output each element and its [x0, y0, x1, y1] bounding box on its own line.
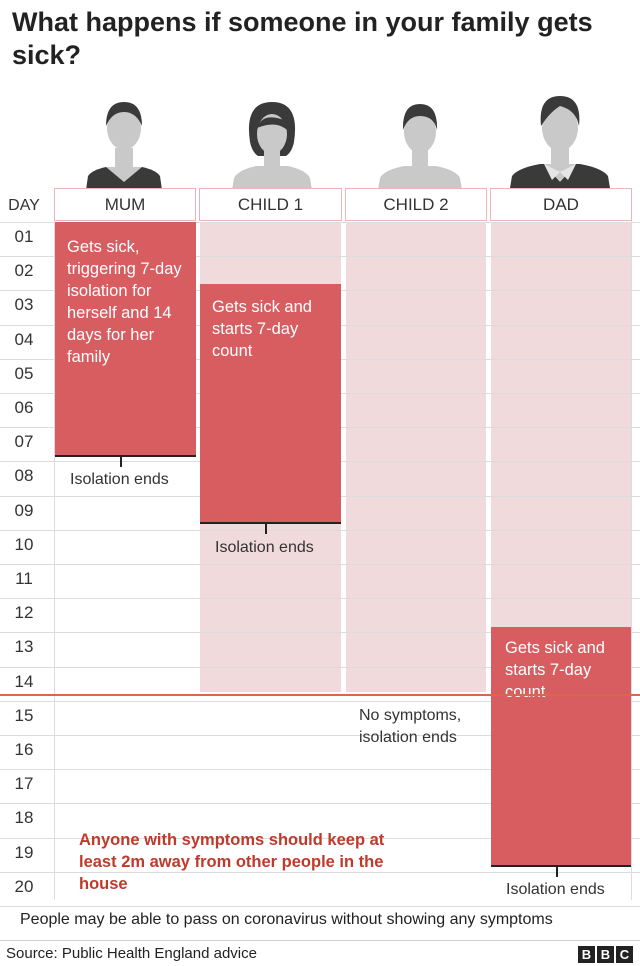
- child2-avatar-icon: [378, 104, 462, 190]
- day-label: 11: [15, 569, 33, 588]
- grid-hline: [0, 735, 640, 736]
- day-label: 03: [14, 295, 34, 314]
- isolation-end-line: [0, 694, 640, 696]
- child2-end-note: No symptoms, isolation ends: [359, 707, 462, 746]
- day-label: 07: [14, 432, 34, 451]
- header-dad: DAD: [490, 188, 632, 221]
- day-label: 01: [14, 227, 34, 246]
- mum-end-note: Isolation ends: [70, 471, 169, 488]
- day-label: 16: [14, 740, 34, 759]
- grid-vline: [631, 188, 632, 900]
- grid-vline: [54, 188, 55, 900]
- header-child1: CHILD 1: [199, 188, 342, 221]
- day-label: 12: [14, 603, 34, 622]
- day-label: 08: [14, 466, 34, 485]
- grid-hline: [0, 530, 640, 531]
- child1-end-note: Isolation ends: [215, 539, 314, 556]
- grid-hline: [0, 632, 640, 633]
- day-label: 04: [14, 330, 34, 349]
- day-label: 10: [14, 535, 34, 554]
- day-label: 14: [14, 672, 34, 691]
- mum-end-tick: [120, 455, 122, 467]
- child1-bar-text: Gets sick and starts 7-day count: [212, 298, 312, 360]
- dad-isolation-bg: [491, 222, 631, 692]
- bbc-logo-letter: B: [597, 946, 614, 963]
- grid-hline: [0, 872, 640, 873]
- mum-bar-text: Gets sick, triggering 7-day isolation fo…: [67, 238, 182, 366]
- dad-avatar-icon: [510, 96, 610, 188]
- grid-hline: [0, 564, 640, 565]
- mum-bar-base: [55, 455, 196, 457]
- grid-hline: [0, 769, 640, 770]
- grid-hline: [0, 838, 640, 839]
- child1-bar-base: [200, 522, 341, 524]
- grid-hline: [0, 222, 640, 223]
- day-label: 15: [14, 706, 34, 725]
- grid-hline: [0, 598, 640, 599]
- day-label: 05: [14, 364, 34, 383]
- mum-sick-bar: [55, 222, 196, 455]
- child2-isolation-bg: [346, 222, 486, 692]
- grid-hline: [0, 906, 640, 907]
- dad-end-note: Isolation ends: [506, 881, 605, 898]
- dad-sick-bar: [491, 627, 631, 865]
- footer-divider: [0, 940, 640, 941]
- dad-bar-base: [491, 865, 631, 867]
- source-text: Source: Public Health England advice: [6, 945, 257, 962]
- dad-end-tick: [556, 865, 558, 877]
- grid-hline: [0, 256, 640, 257]
- page-title: What happens if someone in your family g…: [12, 7, 593, 70]
- grid-hline: [0, 803, 640, 804]
- day-label: 20: [14, 877, 34, 896]
- mum-avatar-icon: [86, 102, 162, 190]
- grid-hline: [0, 667, 640, 668]
- day-label: 02: [14, 261, 34, 280]
- day-label: 19: [14, 843, 34, 862]
- header-child2: CHILD 2: [345, 188, 487, 221]
- dad-bar-text: Gets sick and starts 7-day count: [505, 639, 605, 701]
- child1-avatar-icon: [232, 102, 312, 190]
- day-label: 09: [14, 501, 34, 520]
- child1-end-tick: [265, 522, 267, 534]
- warning-text: Anyone with symptoms should keep at leas…: [79, 831, 385, 893]
- bbc-logo-letter: B: [578, 946, 595, 963]
- day-label: 17: [14, 774, 34, 793]
- bbc-logo-letter: C: [616, 946, 633, 963]
- day-label: 06: [14, 398, 34, 417]
- child1-sick-bar: [200, 284, 341, 522]
- header-mum: MUM: [54, 188, 196, 221]
- day-label: 13: [14, 637, 34, 656]
- day-header: DAY: [8, 197, 40, 214]
- grid-hline: [0, 701, 640, 702]
- day-label: 18: [14, 808, 34, 827]
- footer-note: People may be able to pass on coronaviru…: [20, 911, 553, 928]
- bbc-logo: B B C: [578, 946, 633, 963]
